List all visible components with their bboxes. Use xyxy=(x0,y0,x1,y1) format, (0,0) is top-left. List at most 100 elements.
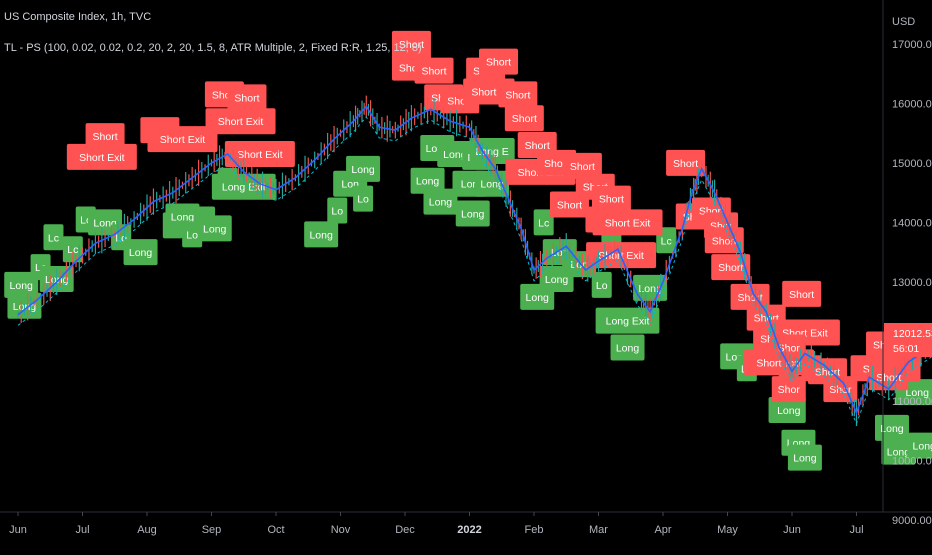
y-tick-label: 11000.00 xyxy=(892,396,932,408)
short-signal-label: Short xyxy=(666,149,706,176)
signal-box xyxy=(771,396,806,423)
long-signal-label: Long xyxy=(423,188,458,215)
signal-text: Long E xyxy=(475,146,508,158)
signal-text: Short xyxy=(599,194,624,206)
short-signal-label: Short Exit xyxy=(224,140,295,167)
signal-box xyxy=(327,197,348,224)
long-signal-label: Long xyxy=(771,396,806,423)
last-price-badge: 12012.53 56:01 xyxy=(884,323,932,357)
signal-box xyxy=(423,188,458,215)
short-signal-label: Short xyxy=(85,123,125,150)
signal-box xyxy=(43,224,64,251)
signal-text: Short xyxy=(673,158,698,170)
signal-box xyxy=(224,140,295,167)
long-signal-label: Long xyxy=(874,414,909,441)
y-tick-label: 14000.00 xyxy=(892,217,932,229)
signal-box xyxy=(66,143,137,170)
signal-text: Long xyxy=(545,274,569,286)
signal-text: Short xyxy=(486,57,511,69)
signal-box xyxy=(533,209,554,236)
short-signal-label: Short xyxy=(562,152,602,179)
signal-text: Short Exit xyxy=(79,152,125,164)
signal-box xyxy=(907,432,932,459)
short-signal-label: Short Exit xyxy=(147,126,218,153)
short-signal-label: Short Exit xyxy=(66,143,137,170)
y-tick-label: 17000.00 xyxy=(892,39,932,51)
signal-text: Lc xyxy=(661,235,672,247)
signal-text: Short E xyxy=(471,86,506,98)
signal-text: Lc xyxy=(80,214,91,226)
signal-box xyxy=(455,200,490,227)
signal-box xyxy=(346,155,381,182)
signal-box xyxy=(123,239,158,266)
time-axis[interactable]: Jun Jul Aug Sep Oct Nov Dec 2022 Feb Mar Apr May Jun… xyxy=(9,512,864,536)
signal-box xyxy=(787,444,822,471)
signal-text: Lo xyxy=(115,232,127,244)
signal-text: Lo xyxy=(596,280,608,292)
trail-line xyxy=(17,116,932,425)
signal-text: Short xyxy=(738,292,763,304)
short-signal-label: Short xyxy=(498,81,538,108)
chart-title[interactable]: US Composite Index, 1h, TVC xyxy=(4,11,152,23)
x-tick-label: May xyxy=(717,524,738,536)
long-signal-label: Long xyxy=(346,155,381,182)
signal-text: Short xyxy=(789,289,814,301)
signal-box xyxy=(4,271,39,298)
signal-text: Long xyxy=(429,197,453,209)
short-signal-label: Short xyxy=(479,48,519,75)
signal-text: Short xyxy=(570,161,595,173)
short-signal-label: Short Exit xyxy=(592,209,663,236)
signal-text: Short xyxy=(557,200,582,212)
long-signal-label: Long xyxy=(304,221,339,248)
long-signal-label: Lo xyxy=(353,185,374,212)
signal-box xyxy=(666,149,706,176)
long-signal-label: Long Exit xyxy=(595,307,660,334)
x-tick-label: Apr xyxy=(654,524,671,536)
signal-text: Long xyxy=(913,441,932,453)
signal-box xyxy=(498,81,538,108)
x-tick-label: Sep xyxy=(202,524,222,536)
signal-box xyxy=(479,48,519,75)
signal-text: Shor xyxy=(778,342,801,354)
signal-text: Short xyxy=(234,92,259,104)
x-tick-label: 2022 xyxy=(457,524,481,536)
x-tick-label: Oct xyxy=(267,524,284,536)
signal-text: Short xyxy=(718,262,743,274)
signal-box xyxy=(610,334,645,361)
signal-box xyxy=(62,236,83,263)
signal-box xyxy=(591,271,612,298)
signal-box xyxy=(504,105,544,132)
signal-text: Short Exit xyxy=(605,217,651,229)
signal-text: Short xyxy=(512,113,537,125)
bar-countdown: 56:01 xyxy=(893,343,919,355)
short-signal-label: Shor xyxy=(771,376,806,403)
last-price-value: 12012.53 xyxy=(893,328,932,340)
long-signal-label: Long xyxy=(197,215,232,242)
long-signal-label: Long xyxy=(633,274,668,301)
signal-text: Short xyxy=(712,235,737,247)
signal-box xyxy=(414,57,454,84)
long-signal-label: Lc xyxy=(533,209,554,236)
long-signal-label: Long xyxy=(610,334,645,361)
y-tick-label: 10000.00 xyxy=(892,456,932,468)
signal-text: Long xyxy=(526,292,550,304)
long-signal-label: Long xyxy=(881,438,916,465)
signal-box xyxy=(304,221,339,248)
x-tick-label: Jul xyxy=(75,524,89,536)
x-tick-label: Mar xyxy=(589,524,608,536)
price-line xyxy=(17,104,932,416)
signal-text: Short xyxy=(525,140,550,152)
signal-text: Long xyxy=(203,223,227,235)
short-signal-label: Short xyxy=(782,280,822,307)
signal-box xyxy=(771,334,806,361)
signal-box xyxy=(197,215,232,242)
signal-text: Lon xyxy=(461,179,479,191)
signal-text: Lo xyxy=(186,229,198,241)
signal-text: Lc xyxy=(538,217,549,229)
signal-text: Lc xyxy=(67,244,78,256)
indicator-legend[interactable]: TL - PS (100, 0.02, 0.02, 0.2, 20, 2, 20… xyxy=(4,42,422,54)
y-tick-label: 9000.00 xyxy=(892,515,932,527)
signal-text: Short xyxy=(93,131,118,143)
